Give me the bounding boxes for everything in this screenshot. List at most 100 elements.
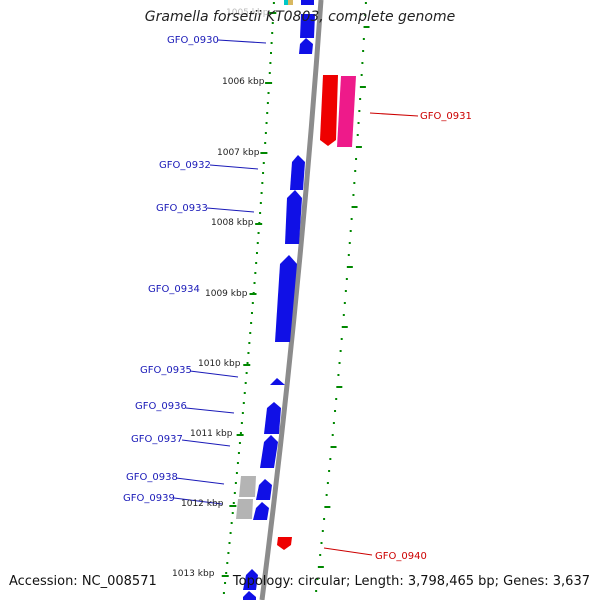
minor-tick bbox=[325, 494, 328, 496]
gene-label: GFO_0932 bbox=[159, 160, 211, 171]
minor-tick bbox=[357, 122, 360, 124]
gene-label: GFO_0936 bbox=[135, 401, 187, 412]
minor-tick bbox=[224, 582, 227, 584]
minor-tick bbox=[267, 92, 270, 94]
kbp-label: 1005 kbp bbox=[226, 8, 269, 18]
minor-tick bbox=[351, 206, 358, 208]
minor-tick bbox=[362, 38, 365, 40]
minor-tick bbox=[233, 492, 236, 494]
gene-label: GFO_0939 bbox=[123, 493, 175, 504]
kbp-label: 1010 kbp bbox=[198, 359, 241, 369]
minor-tick bbox=[232, 502, 235, 504]
minor-tick bbox=[332, 422, 335, 424]
gene-partial-top-b bbox=[288, 0, 293, 5]
pseudo-genes bbox=[236, 476, 256, 519]
kbp-label: 1012 kbp bbox=[181, 499, 224, 509]
kbp-label: 1011 kbp bbox=[190, 429, 233, 439]
minor-tick bbox=[225, 572, 228, 574]
minor-tick bbox=[244, 382, 247, 384]
minor-tick bbox=[240, 422, 243, 424]
kbp-label: 1013 kbp bbox=[172, 569, 215, 579]
minor-tick bbox=[349, 230, 352, 232]
gene-label: GFO_0938 bbox=[126, 472, 178, 483]
minor-tick bbox=[227, 552, 230, 554]
minor-tick bbox=[238, 442, 241, 444]
minor-tick bbox=[321, 530, 324, 532]
connector-GFO_0930 bbox=[217, 39, 267, 44]
kbp-major-ticks bbox=[221, 12, 277, 577]
minor-tick bbox=[228, 542, 231, 544]
minor-tick bbox=[353, 182, 356, 184]
minor-tick bbox=[269, 62, 272, 64]
minor-tick bbox=[264, 132, 267, 134]
minor-tick bbox=[358, 110, 361, 112]
minor-tick bbox=[235, 472, 238, 474]
topology-text: Topology: circular; Length: 3,798,465 bp… bbox=[232, 574, 590, 589]
map-title: Gramella forsetii KT0803, complete genom… bbox=[144, 9, 456, 25]
minor-tick bbox=[253, 282, 256, 284]
minor-tick bbox=[262, 172, 265, 174]
minor-tick bbox=[315, 590, 318, 592]
minor-tick bbox=[271, 22, 274, 24]
genome-backbone bbox=[259, 0, 324, 600]
minor-tick bbox=[355, 146, 362, 148]
gene-GFO_0936 bbox=[264, 402, 281, 434]
minor-tick bbox=[338, 362, 341, 364]
minor-tick bbox=[336, 386, 343, 388]
forward-genes bbox=[243, 0, 315, 600]
gene-GFO_0937 bbox=[260, 435, 278, 468]
minor-tick bbox=[265, 122, 268, 124]
major-tick bbox=[221, 575, 229, 577]
minor-tick bbox=[360, 74, 363, 76]
gene-partial-top-c bbox=[301, 0, 314, 5]
kbp-label: 1009 kbp bbox=[205, 289, 248, 299]
minor-tick bbox=[250, 322, 253, 324]
gene-GFO_0938-blue bbox=[256, 479, 272, 500]
connector-GFO_0940 bbox=[323, 547, 373, 556]
minor-tick bbox=[262, 162, 265, 164]
minor-tick bbox=[248, 342, 251, 344]
minor-tick bbox=[245, 372, 248, 374]
connector-GFO_0937 bbox=[181, 439, 231, 447]
gene-GFO_0935 bbox=[270, 378, 285, 385]
minor-tick bbox=[326, 482, 329, 484]
gene-GFO_0939-blue bbox=[253, 502, 269, 520]
connector-GFO_0938 bbox=[175, 477, 225, 485]
right-tick-track bbox=[315, 2, 370, 592]
minor-tick bbox=[255, 252, 258, 254]
minor-tick bbox=[237, 452, 240, 454]
minor-tick bbox=[359, 98, 362, 100]
minor-tick bbox=[257, 232, 260, 234]
minor-tick bbox=[340, 338, 343, 340]
major-tick bbox=[236, 434, 244, 436]
gene-GFO_0931-pink bbox=[337, 76, 356, 147]
gene-label: GFO_0937 bbox=[131, 434, 183, 445]
connector-GFO_0939 bbox=[173, 497, 223, 505]
connector-GFO_0935 bbox=[189, 370, 239, 378]
major-tick bbox=[269, 12, 277, 14]
gene-GFO_0933 bbox=[285, 190, 302, 244]
gene-label: GFO_0940 bbox=[375, 551, 427, 562]
reverse-genes bbox=[277, 75, 356, 550]
gene-GFO_0932 bbox=[290, 155, 305, 190]
accession-text: Accession: NC_008571 bbox=[9, 574, 157, 589]
minor-tick bbox=[255, 262, 258, 264]
minor-tick bbox=[346, 266, 353, 268]
gene-GFO_0938-grey bbox=[239, 476, 256, 497]
minor-tick bbox=[222, 592, 225, 594]
minor-tick bbox=[354, 170, 357, 172]
minor-tick bbox=[348, 242, 351, 244]
gene-label: GFO_0933 bbox=[156, 203, 208, 214]
major-tick bbox=[229, 505, 237, 507]
minor-tick bbox=[355, 158, 358, 160]
kbp-label: 1007 kbp bbox=[217, 148, 260, 158]
minor-tick bbox=[266, 102, 269, 104]
minor-tick bbox=[246, 362, 249, 364]
gene-GFO_0930-a bbox=[300, 14, 315, 38]
minor-tick bbox=[247, 352, 250, 354]
gene-label: GFO_0935 bbox=[140, 365, 192, 376]
minor-tick bbox=[343, 302, 346, 304]
connector-GFO_0933 bbox=[206, 207, 255, 213]
minor-tick bbox=[364, 2, 367, 4]
